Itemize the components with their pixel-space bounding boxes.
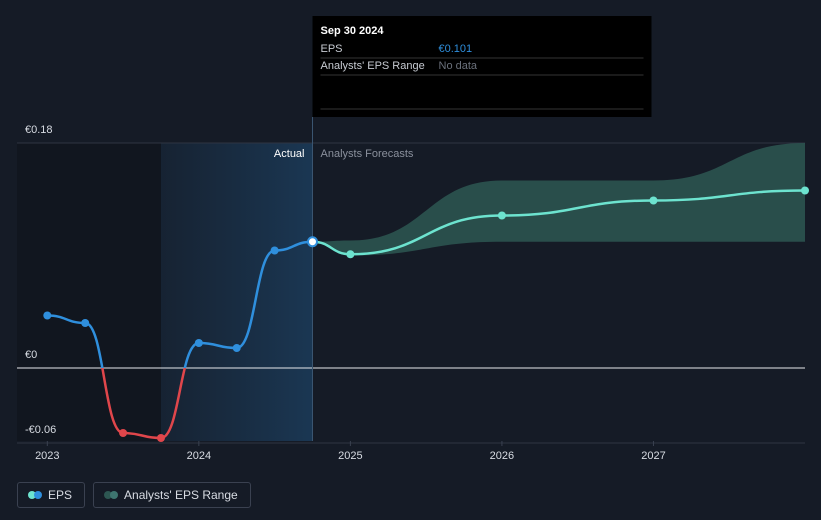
eps-point xyxy=(270,246,279,255)
tooltip-box xyxy=(312,16,652,117)
page: €0.18 €0 -€0.06 2023 2024 2025 2026 2027 Actual A… xyxy=(17,16,809,508)
forecast-label: Analysts Forecasts xyxy=(321,148,414,160)
eps-point xyxy=(307,236,318,248)
forecast-point xyxy=(801,186,809,195)
legend-label: EPS xyxy=(48,488,73,502)
y-tick-label: €0 xyxy=(25,349,37,361)
x-tick-label: 2027 xyxy=(641,450,665,462)
legend: EPS Analysts' EPS Range xyxy=(17,482,251,508)
eps-point xyxy=(119,429,128,437)
tooltip-value: €0.101 xyxy=(439,43,473,55)
legend-range[interactable]: Analysts' EPS Range xyxy=(93,482,251,508)
eps-point xyxy=(194,339,203,347)
legend-eps[interactable]: EPS xyxy=(17,482,86,508)
eps-line xyxy=(47,240,313,440)
forecast-point xyxy=(346,250,355,259)
range-band xyxy=(312,143,805,256)
actual-label: Actual xyxy=(274,148,305,160)
eps-point xyxy=(81,319,90,327)
legend-swatch xyxy=(28,491,42,499)
forecast-point xyxy=(497,211,506,220)
eps-point xyxy=(156,434,165,442)
y-tick-label: -€0.06 xyxy=(25,424,56,436)
x-tick-label: 2025 xyxy=(338,450,362,462)
tooltip-date: Sep 30 2024 xyxy=(321,25,385,37)
eps-point xyxy=(43,311,52,320)
highlight-region xyxy=(160,143,313,441)
y-tick-label: €0.18 xyxy=(25,124,53,136)
tooltip-label: EPS xyxy=(321,43,343,55)
forecast-point xyxy=(649,196,658,205)
legend-swatch xyxy=(104,491,119,499)
tooltip-value: No data xyxy=(439,60,478,72)
eps-point xyxy=(232,344,241,352)
x-tick-label: 2023 xyxy=(35,450,59,462)
x-tick-label: 2024 xyxy=(187,450,211,462)
x-tick-label: 2026 xyxy=(490,450,514,462)
chart: €0.18 €0 -€0.06 2023 2024 2025 2026 2027 Actual A… xyxy=(17,16,809,462)
past-region xyxy=(17,143,161,441)
legend-label: Analysts' EPS Range xyxy=(124,488,238,502)
tooltip-label: Analysts' EPS Range xyxy=(321,60,425,72)
